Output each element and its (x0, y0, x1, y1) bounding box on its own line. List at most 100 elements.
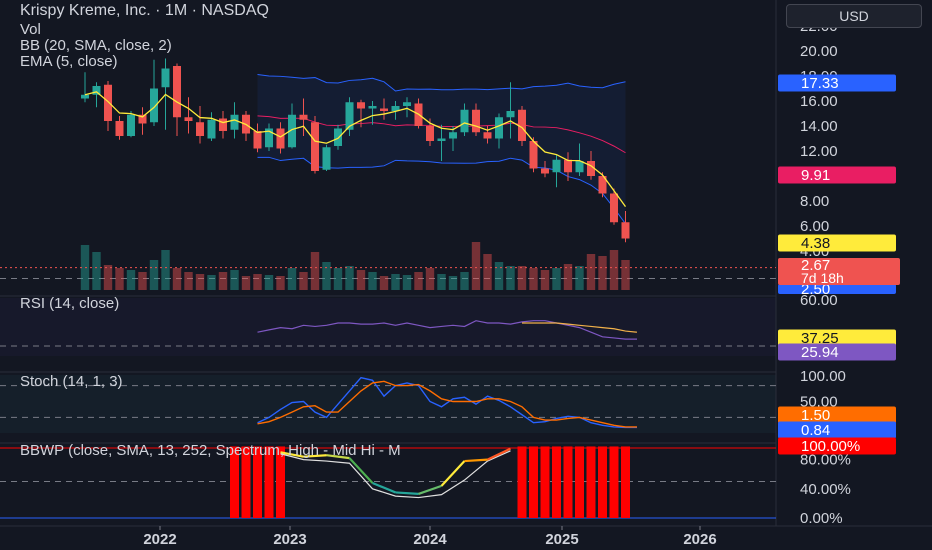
bbwp-bar (264, 446, 274, 518)
bb-basis-tag-bg (778, 166, 896, 184)
candle-body (541, 168, 549, 174)
bb-legend: BB (20, SMA, close, 2) (20, 37, 172, 54)
ema-legend: EMA (5, close) (20, 53, 118, 70)
volume-bar (517, 266, 527, 290)
rsi-tag-bg (778, 343, 896, 361)
price-tick-label: 14.00 (800, 118, 838, 135)
volume-bar (299, 272, 308, 290)
volume-bar (460, 272, 469, 290)
volume-bar (345, 266, 354, 290)
volume-bar (448, 276, 458, 290)
volume-bar (241, 276, 251, 290)
candle-body (81, 94, 89, 99)
candle-body (230, 114, 239, 130)
bbwp-bar (276, 446, 285, 518)
volume-bar (172, 268, 182, 290)
bbwp-bar (540, 446, 550, 518)
volume-bar (103, 265, 113, 290)
rsi-legend: RSI (14, close) (20, 295, 120, 312)
candle-body (288, 114, 296, 148)
candle-body (368, 106, 377, 109)
bbwp-tick-label: 40.00% (800, 481, 851, 498)
candle-body (518, 109, 526, 141)
candle-body (207, 119, 216, 139)
stoch-k-tag: 0.84 (801, 422, 830, 439)
last-price-tag: 2.67 (801, 257, 830, 274)
candle-body (472, 109, 480, 133)
bbwp-line-segment (372, 481, 396, 494)
volume-bar (529, 268, 538, 290)
candle-body (184, 117, 193, 121)
candle-body (92, 86, 101, 95)
time-tick-label: 2023 (273, 531, 306, 548)
volume-bar (598, 256, 607, 290)
chart-title: Krispy Kreme, Inc. · 1M · NASDAQ (20, 2, 269, 19)
candle-body (276, 128, 285, 149)
candle-body (564, 159, 572, 173)
candle-body (426, 126, 434, 141)
volume-bar (218, 272, 228, 290)
bbwp-line-segment (326, 454, 350, 460)
volume-bar (115, 268, 124, 290)
volume-bar (92, 252, 101, 290)
candle-body (403, 102, 411, 106)
volume-bar (322, 262, 331, 290)
volume-bar (621, 260, 630, 290)
candle-body (552, 159, 561, 173)
time-tick-label: 2026 (683, 531, 716, 548)
bbwp-bar (598, 446, 607, 518)
volume-bar (402, 275, 412, 290)
bbwp-bar (621, 446, 630, 518)
candle-body (437, 138, 446, 141)
volume-bar (287, 268, 297, 290)
volume-legend: Vol (20, 21, 41, 38)
price-tick-label: 16.00 (800, 93, 838, 110)
ema-line (84, 91, 627, 208)
candle-body (380, 108, 388, 111)
volume-bar (310, 252, 320, 290)
volume-bar (276, 276, 285, 290)
bbwp-bar (609, 446, 619, 518)
volume-bar (425, 268, 435, 290)
candle-body (322, 147, 331, 170)
bb-lower-tag-bg (778, 284, 896, 294)
bbwp-line-segment (395, 491, 419, 496)
volume-bar (494, 262, 504, 290)
bbwp-legend: BBWP (close, SMA, 13, 252, Spectrum, Hig… (20, 442, 401, 459)
price-tick-label: 20.00 (800, 43, 838, 60)
stoch-tick-label: 50.00 (800, 394, 838, 411)
candle-body (506, 111, 515, 118)
bb-upper-tag-bg (778, 74, 896, 92)
bbwp-line-segment (440, 460, 466, 487)
stoch-d-line (257, 380, 637, 428)
candle-body (391, 106, 400, 111)
bbwp-line-segment (487, 447, 511, 461)
candle-body (161, 68, 170, 88)
volume-bar (563, 264, 573, 290)
bbwp-bar (230, 446, 239, 518)
rsi-tick-label: 60.00 (800, 292, 838, 309)
bbwp-line-segment (280, 451, 304, 458)
bbwp-bar (586, 446, 596, 518)
bbwp-bar (529, 446, 538, 518)
time-tick-label: 2025 (545, 531, 578, 548)
stoch-k-line (257, 376, 637, 429)
price-tick-label: 8.00 (800, 193, 829, 210)
volume-bar (506, 266, 515, 290)
rsi-ma-line (522, 322, 638, 333)
volume-bar (149, 260, 159, 290)
candle-body (219, 118, 227, 131)
volume-bar (414, 272, 423, 290)
price-tick-label: 12.00 (800, 143, 838, 160)
candle-body (587, 161, 595, 176)
stoch-k-tag-bg (778, 421, 896, 439)
candle-body (253, 131, 262, 149)
stoch-band (0, 375, 776, 433)
bb-upper-tag: 17.33 (801, 75, 839, 92)
volume-bar (138, 272, 147, 290)
candle-body (311, 122, 319, 171)
volume-bar (609, 250, 619, 290)
currency-button[interactable]: USD (786, 4, 922, 28)
volume-bar (391, 274, 400, 290)
